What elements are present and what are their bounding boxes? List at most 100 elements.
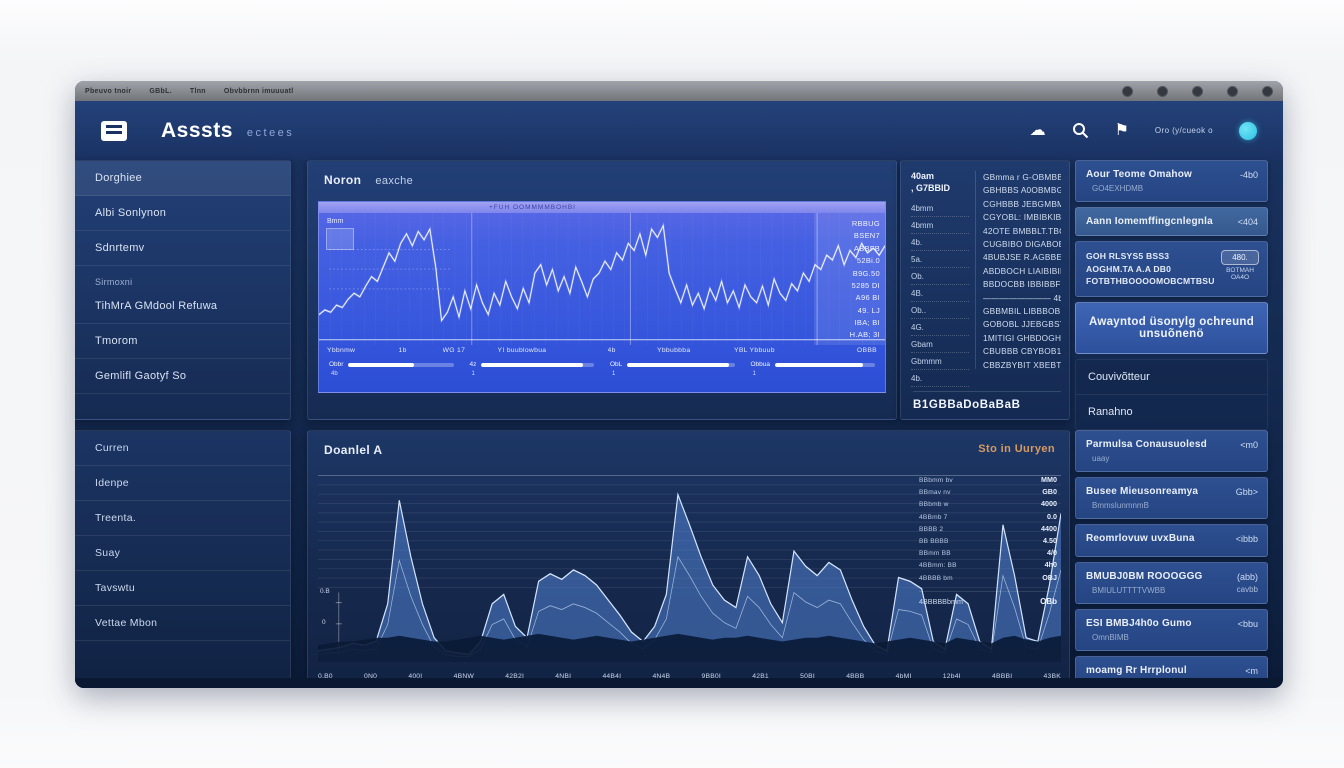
watchlist-symbol[interactable]: Ob..: [911, 302, 969, 320]
stat-label: 4BBBBBbmm: [919, 596, 963, 606]
stat-value: 4.50: [1043, 535, 1057, 545]
stat-row: 4BBmb 7 0.0: [919, 512, 1057, 521]
card-subtitle: BmmsIunmnmB: [1092, 501, 1149, 510]
watchlist-row[interactable]: GBmma r G-OBMBBTB: [983, 172, 1061, 182]
status-icon[interactable]: [1192, 85, 1203, 97]
watchlist-row[interactable]: CBUBBB CBYBOB1 BJL: [983, 346, 1061, 357]
watchlist-symbol[interactable]: 5a.: [911, 251, 969, 269]
order-card[interactable]: Aour Teome Omahow GO4EXHDMB -4b0: [1075, 160, 1268, 202]
stat-label: 4BBmm: BB: [919, 562, 957, 570]
page-title: Asssts: [161, 118, 233, 142]
volume-plot: 0.B 0 BBbmm bv MM0 BBmav nv: [318, 467, 1061, 662]
status-icon[interactable]: [1227, 85, 1238, 97]
range-slider[interactable]: Obbua 1: [751, 361, 875, 377]
watchlist-row[interactable]: CUGBIBO DIGABOBLBU: [983, 239, 1061, 250]
app-window: Pbeuvo tnoir GBbL. Tlnn Obvbbrnn imuuuat…: [75, 81, 1283, 688]
sidebar-item[interactable]: Tavswtu: [75, 571, 290, 606]
range-slider[interactable]: ObL 1: [610, 361, 735, 377]
slider-track[interactable]: [627, 362, 735, 367]
slider-track[interactable]: [775, 362, 875, 367]
menubar-item[interactable]: Tlnn: [189, 87, 206, 95]
sidebar-item[interactable]: Dorghiee: [75, 161, 290, 196]
order-card[interactable]: ESI BMBJ4h0o Gumo OmnBIMB <bbu: [1075, 609, 1268, 651]
flag-icon[interactable]: ⚑: [1114, 121, 1129, 139]
hamburger-menu-icon[interactable]: [101, 120, 127, 141]
stat-row: BB BBBB 4.50: [919, 536, 1057, 545]
order-card[interactable]: BMUBJ0BM ROOOGGG BMIULUTTTTVWBB (abb) ca…: [1075, 562, 1268, 604]
stat-label: BB BBBB: [919, 537, 949, 545]
avatar[interactable]: [1239, 121, 1257, 140]
status-icon[interactable]: [1262, 85, 1273, 97]
watchlist-row[interactable]: 42OTE BMBBLT.TBO: [983, 225, 1061, 236]
sidebar-item[interactable]: Suay: [75, 536, 290, 571]
watchlist-row[interactable]: CGYOBL: IMBIBKIBID: [983, 212, 1061, 223]
slider-track[interactable]: [481, 362, 594, 367]
quick-link[interactable]: Ranahno: [1088, 405, 1133, 418]
volume-area-chart: [318, 475, 1061, 662]
stat-value: 4000: [1041, 499, 1057, 509]
sidebar-item[interactable]: Tmorom: [75, 324, 290, 359]
sidebar-item[interactable]: TihMrA GMdool Refuwa: [75, 289, 290, 324]
x-tick-label: 1b: [398, 347, 407, 354]
order-card[interactable]: Aann Iomemffingcnlegnla <404: [1075, 207, 1268, 236]
slider-track[interactable]: [348, 362, 454, 367]
watchlist-symbol[interactable]: Ob.: [911, 268, 969, 286]
menubar-item[interactable]: Obvbbrnn imuuuatl: [223, 87, 294, 95]
sidebar-item[interactable]: Sirmoxni: [95, 277, 133, 287]
sidebar-item[interactable]: Gemlifl Gaotyf So: [75, 359, 290, 394]
x-tick-label: 4bMI: [895, 673, 912, 680]
stat-value: OBb: [1040, 596, 1057, 606]
watchlist-symbol[interactable]: 4bmm: [911, 200, 969, 218]
sidebar-item[interactable]: Treenta.: [75, 501, 290, 536]
card-title: Parmulsa Conausuolesd: [1086, 439, 1207, 450]
watchlist-row[interactable]: GBBMBIL LIBBBOBLIT: [983, 306, 1061, 317]
primary-action-button[interactable]: Awayntod üsonylg ochreund unsuõnenö: [1075, 301, 1268, 354]
order-card[interactable]: Busee Mieusonreamya BmmsIunmnmB Gbb>: [1075, 477, 1268, 519]
order-card[interactable]: Parmulsa Conausuolesd uaay <m0: [1075, 430, 1268, 472]
x-tick-label: Ybbnmw: [327, 347, 356, 354]
stat-value: 0.0: [1047, 511, 1057, 521]
x-tick-label: YI buublowbua: [497, 347, 547, 354]
order-card[interactable]: Reomrlovuw uvxBuna <ibbb: [1075, 524, 1268, 557]
watchlist-symbol[interactable]: 4G.: [911, 319, 969, 337]
watchlist-row[interactable]: GBHBBS A0OBMBGL.: [983, 185, 1061, 196]
sidebar-item[interactable]: Curren: [75, 431, 290, 466]
watchlist-row[interactable]: BBDOCBB IBBIBBFBI: [983, 279, 1061, 290]
search-icon[interactable]: [1072, 122, 1089, 139]
watchlist-symbol[interactable]: 4B.: [911, 285, 969, 303]
watchlist-symbol[interactable]: 4bmm: [911, 217, 969, 235]
range-slider[interactable]: 4z 1: [470, 361, 594, 377]
watchlist-row[interactable]: ———————— 4b1: [983, 292, 1061, 303]
sidebar-item[interactable]: Idenpe: [75, 466, 290, 501]
menubar-item[interactable]: GBbL.: [149, 87, 172, 95]
watchlist-symbol[interactable]: Gbam: [911, 336, 969, 354]
status-icon[interactable]: [1157, 85, 1168, 97]
order-card[interactable]: GOH RLSYS5 BSS3 AOGHM.TA A.A DB0 FOTBTHB…: [1075, 241, 1268, 297]
chart-stats-list: BBbmm bv MM0 BBmav nv GB0 BBbmb w: [919, 475, 1057, 606]
menubar-item[interactable]: Pbeuvo tnoir: [85, 87, 132, 95]
watchlist-symbol[interactable]: 4b.: [911, 370, 969, 388]
x-tick-label: YBL Ybbuub: [734, 347, 775, 354]
status-icon[interactable]: [1122, 85, 1133, 97]
quick-link[interactable]: Couvivõtteur: [1076, 360, 1267, 395]
cloud-icon[interactable]: ☁: [1029, 121, 1046, 139]
stat-label: BBBB 2: [919, 525, 944, 533]
sidebar-item[interactable]: Vettae Mbon: [75, 606, 290, 641]
range-slider[interactable]: Obbr 4b: [329, 361, 454, 377]
chart-title: Noron eaxche: [324, 173, 414, 187]
x-tick-label: 42B1: [752, 673, 769, 680]
sidebar-item[interactable]: Albi Sonlynon: [75, 196, 290, 231]
watchlist-row[interactable]: 1MITIGI GHBDOGHO: [983, 332, 1061, 343]
sidebar-primary: Dorghiee Albi Sonlynon Sdnrtemv Sirmoxni…: [75, 160, 291, 420]
card-value: (abb): [1236, 572, 1258, 582]
watchlist-symbol[interactable]: 4b.: [911, 234, 969, 252]
card-value: <ibbb: [1235, 534, 1258, 544]
chart-link[interactable]: Sto in Uuryen: [978, 443, 1055, 455]
watchlist-row[interactable]: ABDBOCH LIAIBIBIBVO: [983, 265, 1061, 276]
watchlist-symbol[interactable]: Gbmmm: [911, 353, 969, 371]
watchlist-row[interactable]: CBBZBYBIT XBEBTBZI: [983, 359, 1061, 369]
watchlist-row[interactable]: 4BUBJSE R.AGBBETBO: [983, 252, 1061, 263]
sidebar-item[interactable]: Sdnrtemv: [75, 231, 290, 266]
watchlist-row[interactable]: CGHBBB JEBGMBMBD: [983, 198, 1061, 209]
watchlist-row[interactable]: GOBOBL JJEBGBST EB: [983, 319, 1061, 330]
